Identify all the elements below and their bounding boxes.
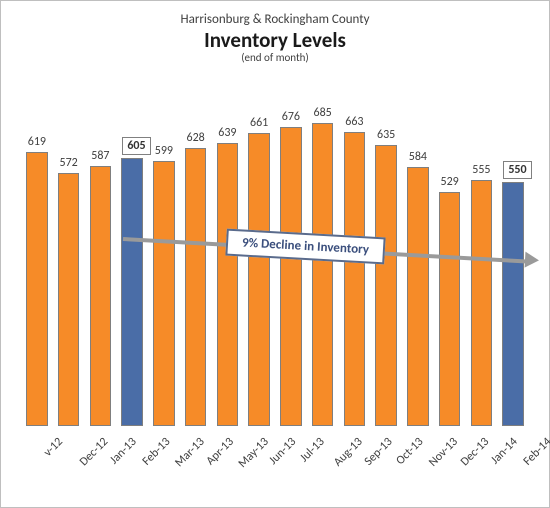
bars-container: 619 572 587 605 599 628 639 661 676 685 663 635 584 5…: [21, 116, 529, 426]
x-tick-label: Jan-14: [489, 435, 521, 467]
bar: 619: [26, 152, 48, 426]
x-tick-label: Dec-12: [77, 435, 111, 469]
bar: 555: [471, 180, 493, 426]
bar-value-label: 584: [408, 150, 428, 164]
bar-value-label: 599: [154, 144, 174, 158]
bar: 639: [217, 143, 239, 426]
x-tick-label: May-13: [236, 435, 272, 471]
bar: 685: [312, 123, 334, 426]
bar-value-label: 685: [313, 106, 333, 120]
x-tick-label: Jul-13: [297, 435, 327, 465]
bar-value-label: 529: [440, 175, 460, 189]
x-tick-label: Feb-13: [140, 435, 174, 469]
bar-value-label: 628: [186, 131, 206, 145]
x-tick-label: v-12: [41, 435, 66, 460]
pre-title: Harrisonburg & Rockingham County: [1, 13, 549, 28]
chart-titles: Harrisonburg & Rockingham County Invento…: [1, 13, 549, 65]
x-tick-label: Feb-14: [521, 435, 550, 469]
bar-value-label: 661: [249, 116, 269, 130]
x-tick-label: Dec-13: [458, 435, 492, 469]
bar-value-label: 605: [122, 137, 142, 155]
x-tick-label: Oct-13: [394, 435, 427, 468]
bar: 663: [344, 132, 366, 426]
bar: 572: [58, 173, 80, 426]
bar: 635: [375, 145, 397, 426]
bar-value-label: 587: [91, 149, 111, 163]
x-tick-label: Apr-13: [203, 435, 236, 468]
bar-value-label: 572: [59, 156, 79, 170]
plot-area: 619 572 587 605 599 628 639 661 676 685 663 635 584 5…: [21, 116, 529, 426]
bar-value-label: 619: [27, 135, 47, 149]
bar: 628: [185, 148, 207, 426]
x-tick-label: Aug-13: [331, 435, 365, 469]
bar: 584: [407, 167, 429, 426]
chart-frame: Harrisonburg & Rockingham County Invento…: [0, 0, 550, 508]
bar: 676: [280, 127, 302, 426]
main-title: Inventory Levels: [1, 28, 549, 52]
sub-title: (end of month): [1, 52, 549, 65]
bar-value-label: 663: [345, 115, 365, 129]
x-tick-label: Mar-13: [172, 435, 207, 470]
x-tick-label: Jan-13: [108, 435, 140, 467]
bar: 550: [502, 182, 524, 426]
x-axis-labels: v-12 Dec-12Jan-13Feb-13Mar-13Apr-13May-13…: [21, 429, 529, 499]
bar: 529: [439, 192, 461, 426]
bar-value-label: 635: [376, 128, 396, 142]
bar-value-label: 555: [472, 163, 492, 177]
x-tick-label: Sep-13: [362, 435, 396, 469]
x-tick-label: Nov-13: [426, 435, 461, 470]
x-tick-label: Jun-13: [267, 435, 300, 468]
bar: 605: [121, 158, 143, 426]
bar: 599: [153, 161, 175, 426]
bar-value-label: 676: [281, 110, 301, 124]
bar: 661: [248, 133, 270, 426]
bar-value-label: 639: [218, 126, 238, 140]
bar-value-label: 550: [503, 161, 523, 179]
bar: 587: [90, 166, 112, 426]
